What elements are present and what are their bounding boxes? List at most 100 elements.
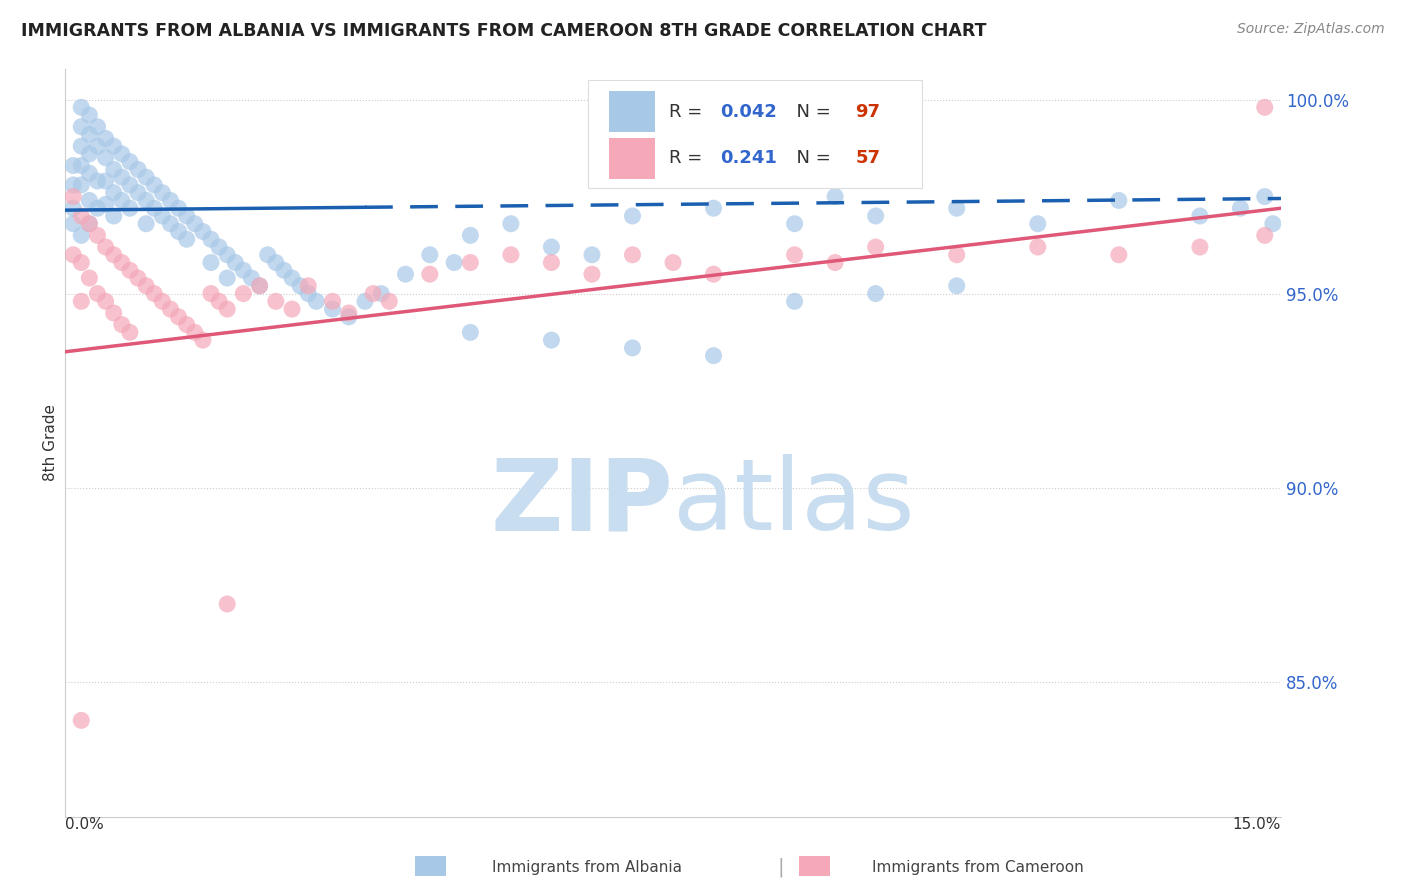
Point: [1188, 240, 1211, 254]
Point: [945, 201, 967, 215]
Point: [378, 294, 401, 309]
Point: [305, 294, 328, 309]
Text: |: |: [778, 857, 783, 877]
Point: [783, 294, 806, 309]
Point: [159, 217, 181, 231]
Point: [159, 302, 181, 317]
Point: [167, 310, 190, 324]
Point: [1108, 194, 1130, 208]
Point: [150, 294, 173, 309]
Point: [322, 302, 344, 317]
Text: R =: R =: [669, 149, 709, 168]
Point: [264, 255, 287, 269]
Point: [62, 217, 84, 231]
Point: [86, 286, 108, 301]
Text: 97: 97: [855, 103, 880, 120]
Point: [865, 286, 887, 301]
FancyBboxPatch shape: [609, 91, 655, 132]
Point: [297, 278, 319, 293]
Point: [240, 271, 263, 285]
Point: [62, 159, 84, 173]
Text: IMMIGRANTS FROM ALBANIA VS IMMIGRANTS FROM CAMEROON 8TH GRADE CORRELATION CHART: IMMIGRANTS FROM ALBANIA VS IMMIGRANTS FR…: [21, 22, 987, 40]
Point: [62, 189, 84, 203]
Point: [79, 217, 101, 231]
Point: [702, 349, 724, 363]
Point: [135, 217, 157, 231]
Point: [337, 306, 360, 320]
Point: [111, 255, 134, 269]
Point: [184, 326, 207, 340]
Point: [79, 217, 101, 231]
Point: [135, 170, 157, 185]
Point: [94, 240, 117, 254]
Point: [191, 225, 214, 239]
Point: [118, 178, 141, 192]
Point: [127, 186, 149, 200]
Text: atlas: atlas: [673, 454, 915, 551]
Point: [1261, 217, 1284, 231]
Point: [1254, 228, 1277, 243]
Y-axis label: 8th Grade: 8th Grade: [44, 404, 58, 482]
Point: [118, 263, 141, 277]
Point: [288, 278, 311, 293]
Point: [118, 326, 141, 340]
Point: [79, 108, 101, 122]
Point: [217, 271, 239, 285]
Point: [783, 217, 806, 231]
Point: [200, 232, 222, 246]
Point: [127, 162, 149, 177]
Point: [945, 278, 967, 293]
Point: [702, 201, 724, 215]
Text: 0.042: 0.042: [720, 103, 778, 120]
Text: 0.241: 0.241: [720, 149, 778, 168]
Point: [70, 120, 93, 134]
Point: [79, 271, 101, 285]
Point: [394, 267, 416, 281]
Point: [79, 166, 101, 180]
Point: [103, 139, 125, 153]
Point: [208, 294, 231, 309]
Point: [249, 278, 271, 293]
Point: [256, 248, 278, 262]
Point: [184, 217, 207, 231]
Point: [297, 286, 319, 301]
Point: [361, 286, 384, 301]
Point: [621, 341, 644, 355]
Text: 15.0%: 15.0%: [1233, 817, 1281, 832]
FancyBboxPatch shape: [609, 137, 655, 179]
Point: [865, 240, 887, 254]
Point: [167, 201, 190, 215]
Point: [460, 255, 482, 269]
Point: [702, 267, 724, 281]
Point: [62, 248, 84, 262]
Point: [621, 209, 644, 223]
Point: [217, 597, 239, 611]
Point: [208, 240, 231, 254]
Point: [191, 333, 214, 347]
Point: [217, 302, 239, 317]
Point: [135, 278, 157, 293]
Point: [460, 326, 482, 340]
Point: [103, 248, 125, 262]
Point: [86, 120, 108, 134]
Point: [79, 147, 101, 161]
Point: [111, 147, 134, 161]
Point: [103, 306, 125, 320]
Point: [540, 240, 562, 254]
Point: [62, 201, 84, 215]
Point: [127, 271, 149, 285]
Point: [94, 131, 117, 145]
Point: [103, 162, 125, 177]
Point: [70, 178, 93, 192]
Point: [143, 286, 166, 301]
Point: [86, 139, 108, 153]
Point: [94, 294, 117, 309]
Point: [224, 255, 246, 269]
Point: [322, 294, 344, 309]
Point: [86, 228, 108, 243]
Point: [111, 318, 134, 332]
Text: 57: 57: [855, 149, 880, 168]
Point: [443, 255, 465, 269]
Point: [540, 255, 562, 269]
Point: [1254, 189, 1277, 203]
